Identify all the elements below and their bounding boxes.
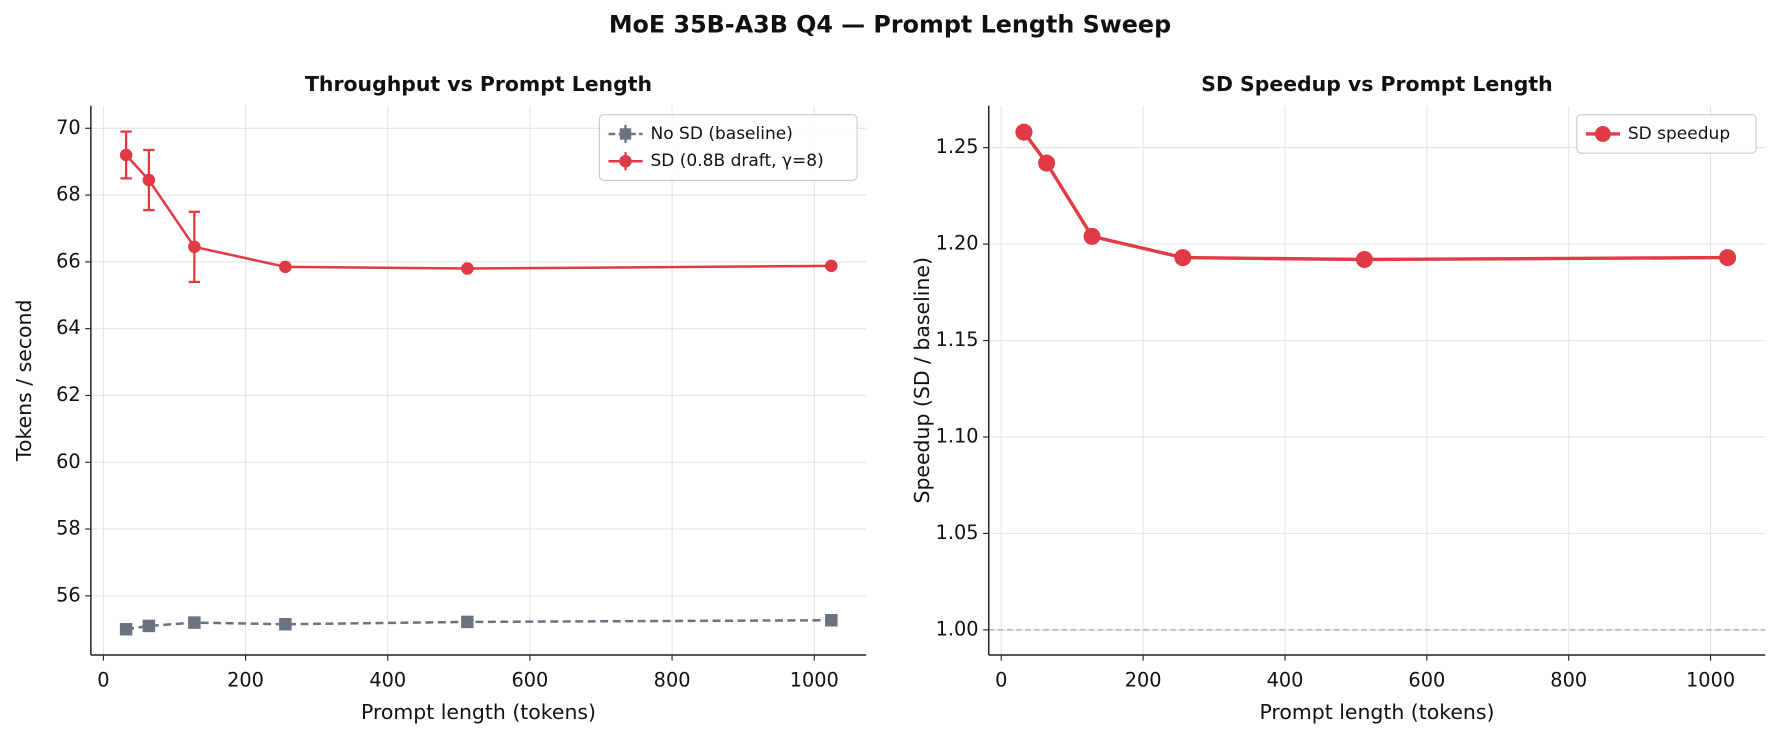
figure-title: MoE 35B-A3B Q4 — Prompt Length Sweep [609,11,1171,39]
legend-swatch [619,154,632,168]
y-axis-label: Tokens / second [12,300,36,462]
y-tick-label: 58 [56,517,81,540]
marker [279,260,292,274]
marker [119,623,133,636]
y-tick-label: 1.25 [936,135,979,158]
marker [188,240,201,254]
marker [188,616,201,629]
x-tick-label: 1000 [1686,669,1735,692]
marker [825,613,838,627]
marker [142,173,156,187]
legend-box [1576,114,1757,154]
y-tick-label: 1.05 [936,521,979,544]
axis-title: SD Speedup vs Prompt Length [1201,72,1552,96]
y-tick-label: 1.00 [936,617,979,640]
y-tick-label: 1.20 [936,232,979,255]
y-tick-label: 64 [56,316,81,339]
y-tick-label: 56 [56,583,81,606]
marker [461,615,474,629]
series-line [125,618,832,631]
marker [1083,227,1101,245]
y-axis-label: Speedup (SD / baseline) [910,257,934,503]
x-tick-label: 800 [1550,669,1587,692]
x-axis-label: Prompt length (tokens) [1259,700,1494,724]
x-tick-label: 600 [1408,669,1445,692]
x-tick-label: 0 [97,669,109,692]
marker [1038,154,1056,172]
y-tick-label: 1.10 [936,424,979,447]
y-tick-label: 66 [56,249,81,272]
legend-swatch [619,128,632,140]
legend-swatch [1594,126,1611,142]
x-tick-label: 400 [369,669,406,692]
y-tick-label: 1.15 [936,328,979,351]
marker [1355,250,1373,269]
marker [1719,249,1737,267]
x-tick-label: 200 [1125,669,1162,692]
marker [1174,249,1192,267]
legend-box [598,114,858,182]
legend-label: SD (0.8B draft, γ=8) [650,151,823,171]
marker [825,259,838,273]
x-tick-label: 600 [512,669,549,692]
y-tick-label: 62 [56,383,81,406]
x-tick-label: 800 [654,669,691,692]
marker [1015,123,1033,141]
y-tick-label: 68 [56,183,81,206]
y-tick-label: 70 [56,116,81,139]
legend-label: No SD (baseline) [650,124,792,144]
marker [119,148,133,162]
marker [142,619,156,633]
marker [279,618,292,631]
axis-title: Throughput vs Prompt Length [305,72,652,96]
x-axis-label: Prompt length (tokens) [361,700,596,724]
y-tick-label: 60 [56,450,81,473]
x-tick-label: 400 [1267,669,1304,692]
x-tick-label: 1000 [790,669,839,692]
x-tick-label: 0 [995,669,1007,692]
marker [461,262,474,275]
x-tick-label: 200 [227,669,264,692]
legend-label: SD speedup [1628,124,1730,144]
